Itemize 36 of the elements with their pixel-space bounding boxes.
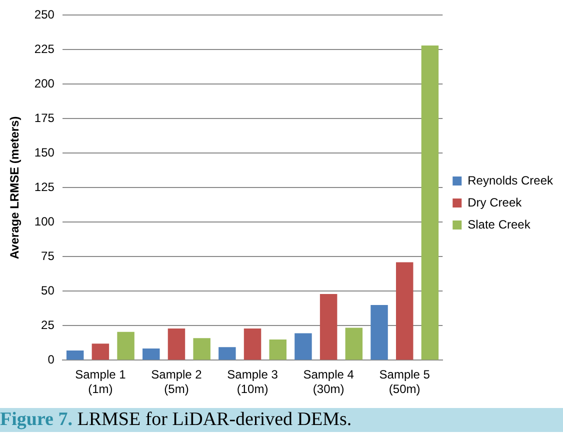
y-axis-title: Average LRMSE (meters) [8,116,22,260]
bar [142,348,160,360]
legend-label: Dry Creek [468,195,523,210]
bar [294,333,312,360]
x-tick-label: Sample 4 (30m) [303,368,354,396]
bar [117,332,134,360]
x-tick-label: Sample 1 (1m) [75,368,126,396]
x-tick-label: Sample 5 (50m) [379,368,430,396]
bar [218,347,236,360]
legend-label: Reynolds Creek [468,173,554,188]
bar [421,46,439,360]
y-tick-label: 0 [48,352,55,367]
y-tick-label: 225 [34,42,55,56]
y-tick-label: 100 [34,214,55,229]
bar [370,305,388,360]
y-tick-label: 150 [34,146,55,160]
caption: Figure 7. LRMSE for LiDAR-derived DEMs. [0,408,563,432]
y-tick-label: 175 [34,111,55,126]
bar [66,350,84,360]
bar [244,328,262,360]
y-tick-label: 250 [34,8,55,22]
bar [92,344,110,360]
bar [396,262,414,360]
y-tick-label: 200 [34,76,55,91]
y-tick-label: 125 [34,180,55,194]
bar [320,294,338,360]
x-tick-label: Sample 2 (5m) [151,368,202,396]
bar [345,328,363,360]
y-tick-label: 50 [41,284,55,298]
x-tick-label: Sample 3 (10m) [227,368,278,396]
bar [168,328,186,360]
y-tick-label: 25 [41,318,55,332]
bar [193,338,210,360]
legend-label: Slate Creek [468,217,532,232]
bar [269,340,286,360]
y-tick-label: 75 [41,249,55,264]
